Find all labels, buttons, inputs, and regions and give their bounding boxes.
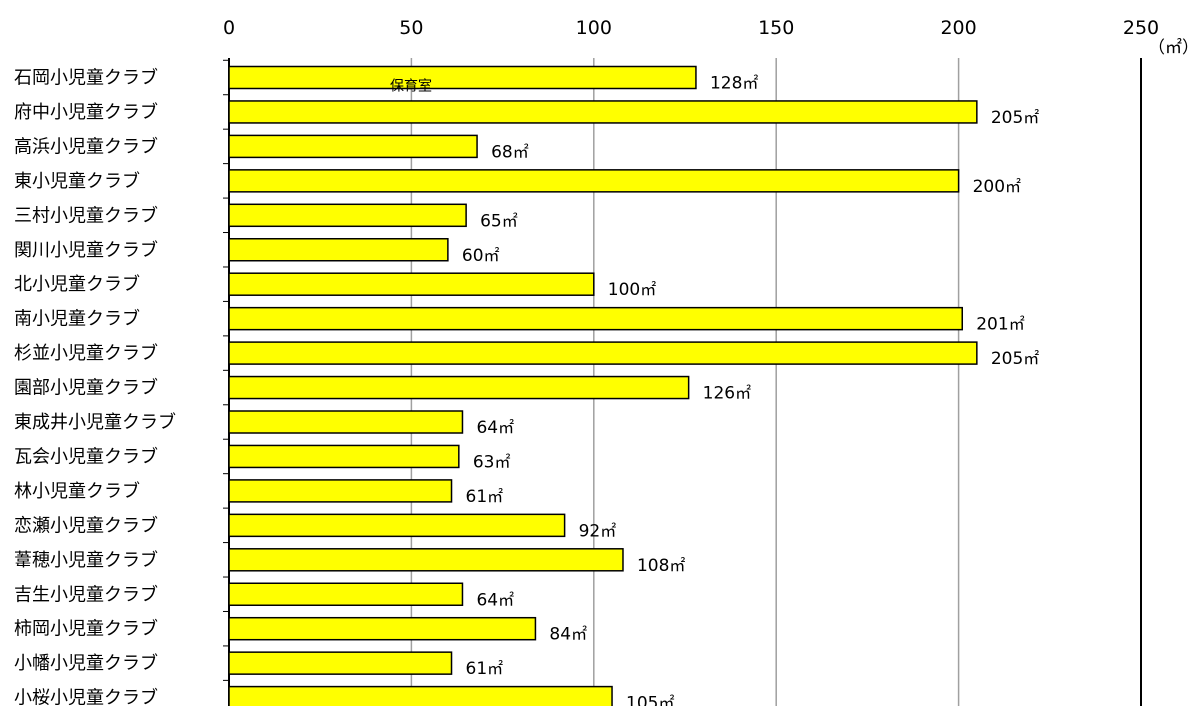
data-label: 128㎡ <box>710 74 758 94</box>
category-label: 恋瀬小児童クラブ <box>14 514 158 536</box>
bars <box>229 67 977 706</box>
category-label: 南小児童クラブ <box>14 308 140 330</box>
x-tick-label: 50 <box>399 17 423 39</box>
bar <box>229 101 977 123</box>
bar <box>229 135 477 157</box>
bar <box>229 273 594 295</box>
data-label: 92㎡ <box>579 521 617 541</box>
bar <box>229 549 623 571</box>
data-label: 108㎡ <box>637 556 685 576</box>
bar <box>229 239 448 261</box>
bar <box>229 204 466 226</box>
data-label: 68㎡ <box>491 142 529 162</box>
bar <box>229 687 612 706</box>
category-labels: 石岡小児童クラブ府中小児童クラブ高浜小児童クラブ東小児童クラブ三村小児童クラブ関… <box>14 67 176 706</box>
data-label: 61㎡ <box>466 659 504 679</box>
x-axis-tick-labels: 0 50 100 150 200 250 <box>223 17 1159 39</box>
category-label: 杉並小児童クラブ <box>14 342 158 364</box>
category-label: 府中小児童クラブ <box>14 101 158 123</box>
category-label: 関川小児童クラブ <box>14 239 158 261</box>
data-label: 100㎡ <box>608 280 656 300</box>
bar <box>229 67 696 89</box>
category-label: 高浜小児童クラブ <box>14 135 158 157</box>
bar <box>229 514 565 536</box>
data-label: 65㎡ <box>480 211 518 231</box>
data-label: 201㎡ <box>976 315 1024 335</box>
data-label: 126㎡ <box>703 384 751 404</box>
category-label: 東小児童クラブ <box>14 170 140 192</box>
category-label: 小幡小児童クラブ <box>14 652 158 674</box>
category-label: 吉生小児童クラブ <box>14 583 158 605</box>
category-label: 北小児童クラブ <box>14 273 140 295</box>
bar <box>229 652 452 674</box>
bar <box>229 583 462 605</box>
bar <box>229 411 462 433</box>
x-axis-unit-label: （㎡） <box>1148 38 1199 58</box>
data-label: 64㎡ <box>476 590 514 610</box>
category-label: 瓦会小児童クラブ <box>14 445 158 467</box>
x-tick-label: 0 <box>223 17 235 39</box>
category-label: 東成井小児童クラブ <box>14 411 176 433</box>
bar <box>229 170 959 192</box>
data-label: 63㎡ <box>473 452 511 472</box>
category-label: 林小児童クラブ <box>14 480 140 502</box>
bar <box>229 377 689 399</box>
bar <box>229 342 977 364</box>
x-tick-label: 150 <box>758 17 794 39</box>
x-tick-label: 200 <box>940 17 976 39</box>
bar <box>229 618 535 640</box>
data-label: 64㎡ <box>476 418 514 438</box>
data-label: 205㎡ <box>991 349 1039 369</box>
category-label: 石岡小児童クラブ <box>14 67 158 89</box>
category-label: 柿岡小児童クラブ <box>14 618 158 640</box>
bar <box>229 480 452 502</box>
category-label: 葦穂小児童クラブ <box>14 549 158 571</box>
x-tick-label: 100 <box>576 17 612 39</box>
x-tick-label: 250 <box>1123 17 1159 39</box>
data-label: 200㎡ <box>973 177 1021 197</box>
data-label: 205㎡ <box>991 108 1039 128</box>
bar <box>229 445 459 467</box>
bar <box>229 308 962 330</box>
bar-annotation: 保育室 <box>390 78 432 95</box>
category-label: 園部小児童クラブ <box>14 377 158 399</box>
data-label: 84㎡ <box>549 625 587 645</box>
data-label: 61㎡ <box>466 487 504 507</box>
data-label: 60㎡ <box>462 246 500 266</box>
data-label: 105㎡ <box>626 694 674 706</box>
category-label: 小桜小児童クラブ <box>14 687 158 706</box>
category-label: 三村小児童クラブ <box>14 204 158 226</box>
